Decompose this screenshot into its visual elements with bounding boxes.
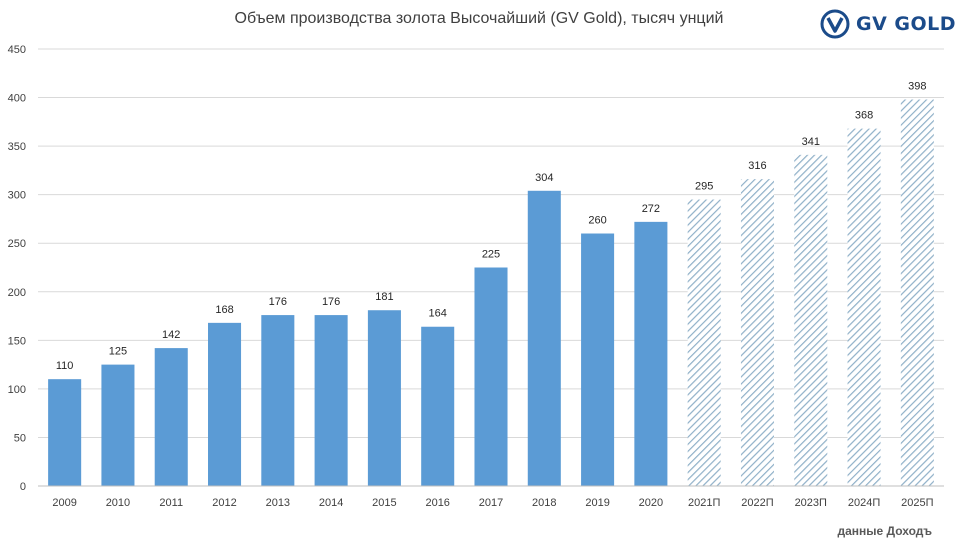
bar-2011 xyxy=(154,348,188,486)
bar-2018 xyxy=(527,190,561,486)
x-tick-label: 2009 xyxy=(52,497,76,509)
x-tick-label: 2014 xyxy=(319,497,343,509)
data-label: 181 xyxy=(375,291,393,303)
bar-2019 xyxy=(581,233,615,486)
data-label: 316 xyxy=(748,160,766,172)
x-tick-label: 2016 xyxy=(425,497,449,509)
data-labels: 110 125 142 168 176 176 181 164 225 304 260 272 295 3… xyxy=(56,80,927,372)
x-tick-label: 2017 xyxy=(479,497,503,509)
y-tick-label: 150 xyxy=(8,335,26,347)
data-label: 164 xyxy=(429,308,447,320)
bar-2010 xyxy=(101,364,135,486)
bar-forecast-2021П xyxy=(687,199,721,486)
x-tick-label: 2010 xyxy=(106,497,130,509)
y-tick-label: 400 xyxy=(8,93,26,105)
bar-2015 xyxy=(367,310,401,486)
y-tick-label: 250 xyxy=(8,238,26,250)
data-label: 168 xyxy=(215,304,233,316)
y-tick-label: 300 xyxy=(8,190,26,202)
x-tick-label: 2013 xyxy=(266,497,290,509)
bar-forecast-2022П xyxy=(740,179,774,486)
data-label: 125 xyxy=(109,346,127,358)
x-tick-label: 2021П xyxy=(688,497,720,509)
chart-title: Объем производства золота Высочайший (GV… xyxy=(234,10,724,27)
x-tick-label: 2022П xyxy=(741,497,773,509)
y-tick-label: 100 xyxy=(8,384,26,396)
source-note: данные Доходъ xyxy=(837,524,932,538)
data-label: 341 xyxy=(802,136,820,148)
x-tick-label: 2011 xyxy=(159,497,183,509)
x-tick-label: 2015 xyxy=(372,497,396,509)
bar-2009 xyxy=(48,379,82,486)
gv-gold-logo: GV GOLD xyxy=(820,8,956,40)
x-tick-label: 2025П xyxy=(901,497,933,509)
bar-forecast-2025П xyxy=(900,99,934,487)
x-tick-label: 2012 xyxy=(212,497,236,509)
y-tick-label: 200 xyxy=(8,287,26,299)
bar-2017 xyxy=(474,267,508,486)
data-label: 142 xyxy=(162,329,180,341)
data-label: 304 xyxy=(535,172,553,184)
data-label: 398 xyxy=(908,80,926,92)
data-label: 368 xyxy=(855,110,873,122)
y-axis: 0 50 100 150 200 250 300 350 400 450 xyxy=(8,44,26,493)
logo-text: GV GOLD xyxy=(856,13,957,35)
data-label: 295 xyxy=(695,181,713,193)
gv-gold-logo-icon xyxy=(820,9,850,39)
x-tick-label: 2019 xyxy=(585,497,609,509)
data-label: 260 xyxy=(588,215,606,227)
y-tick-label: 350 xyxy=(8,141,26,153)
data-label: 225 xyxy=(482,249,500,261)
y-tick-label: 0 xyxy=(20,481,26,493)
bar-2020 xyxy=(634,221,668,486)
y-tick-label: 450 xyxy=(8,44,26,56)
bar-2013 xyxy=(261,315,295,486)
x-tick-label: 2020 xyxy=(639,497,663,509)
bar-forecast-2024П xyxy=(847,128,881,486)
data-label: 176 xyxy=(322,296,340,308)
x-axis: 2009 2010 2011 2012 2013 2014 2015 2016 2017 2018… xyxy=(38,485,944,509)
bar-2014 xyxy=(314,315,348,486)
x-tick-label: 2024П xyxy=(848,497,880,509)
data-label: 110 xyxy=(56,360,74,372)
bar-forecast-2023П xyxy=(794,154,828,486)
bar-2012 xyxy=(208,322,242,486)
bar-2016 xyxy=(421,326,455,486)
data-label: 176 xyxy=(269,296,287,308)
x-tick-label: 2018 xyxy=(532,497,556,509)
bars xyxy=(48,99,934,487)
y-tick-label: 50 xyxy=(14,432,26,444)
x-tick-label: 2023П xyxy=(795,497,827,509)
data-label: 272 xyxy=(642,203,660,215)
